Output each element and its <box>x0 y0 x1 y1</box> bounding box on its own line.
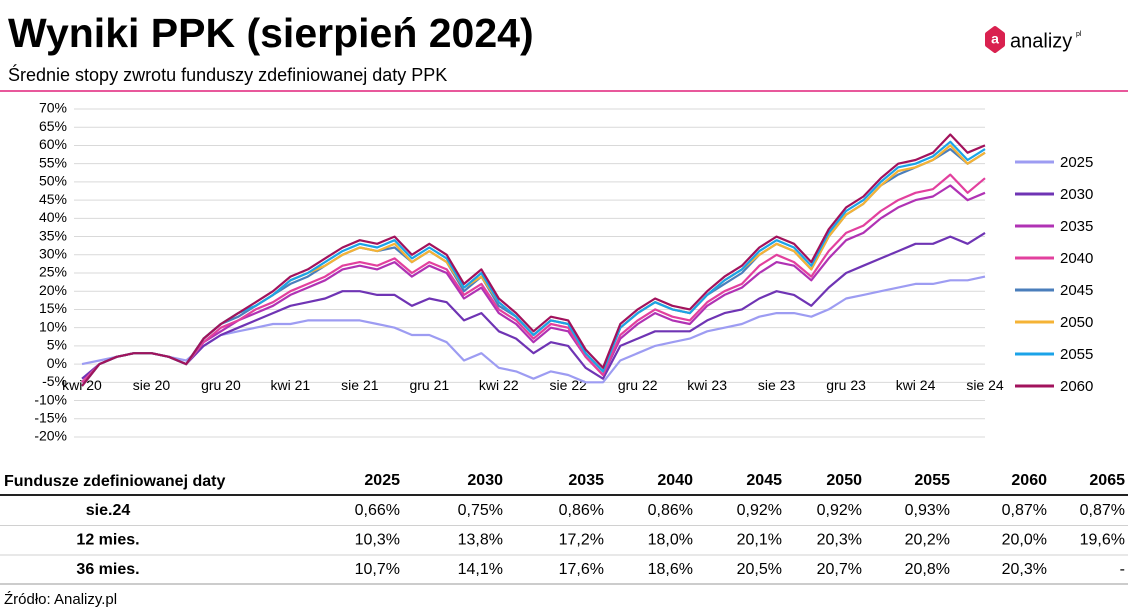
table-cell: 13,8% <box>458 532 503 549</box>
table-cell: 20,5% <box>737 561 782 578</box>
y-tick-label: 50% <box>39 173 67 189</box>
table-header: Fundusze zdefiniowanej daty <box>4 473 225 490</box>
x-tick-label: sie 21 <box>341 377 379 393</box>
table-cell: 20,1% <box>737 532 782 549</box>
legend-label: 2025 <box>1060 154 1093 171</box>
table-cell: 10,7% <box>355 561 400 578</box>
source: Źródło: Analizy.pl <box>4 591 117 608</box>
table-row-label: 36 mies. <box>76 561 139 578</box>
logo-icon <box>985 26 1005 53</box>
series-line <box>81 184 986 384</box>
x-tick-label: sie 23 <box>758 377 796 393</box>
logo-text: analizy <box>1010 30 1072 52</box>
x-tick-label: sie 20 <box>133 377 171 393</box>
y-tick-label: 65% <box>39 118 67 134</box>
series-line <box>81 173 986 384</box>
y-tick-label: 35% <box>39 227 67 243</box>
y-tick-label: 40% <box>39 209 67 225</box>
x-tick-label: gru 23 <box>826 377 866 393</box>
table-column-header: 2060 <box>1011 472 1047 489</box>
table-row-label: 12 mies. <box>76 532 139 549</box>
legend-label: 2050 <box>1060 314 1093 331</box>
table-column-header: 2065 <box>1089 472 1125 489</box>
x-tick-label: sie 24 <box>966 377 1004 393</box>
table-cell: 18,6% <box>648 561 693 578</box>
table-cell: 20,8% <box>905 561 950 578</box>
table-cell: 20,3% <box>817 532 862 549</box>
y-tick-label: 10% <box>39 318 67 334</box>
table-cell: 0,92% <box>737 502 782 519</box>
table-column-header: 2025 <box>364 472 400 489</box>
table-column-header: 2050 <box>826 472 862 489</box>
y-tick-label: 60% <box>39 136 67 152</box>
series-line <box>81 140 986 387</box>
table-column-header: 2040 <box>657 472 693 489</box>
table-cell: 18,0% <box>648 532 693 549</box>
table-cell: 0,92% <box>817 502 862 519</box>
series-line <box>81 133 986 387</box>
x-tick-label: kwi 21 <box>271 377 311 393</box>
y-tick-label: 5% <box>47 337 67 353</box>
logo-icon-letter: a <box>991 31 999 47</box>
y-tick-label: 55% <box>39 154 67 170</box>
y-tick-label: -5% <box>42 373 67 389</box>
table-cell: 20,7% <box>817 561 862 578</box>
table-cell: 0,87% <box>1080 502 1125 519</box>
table-cell: 17,2% <box>559 532 604 549</box>
series-line <box>81 231 986 380</box>
table-cell: 0,93% <box>905 502 950 519</box>
table-column-header: 2030 <box>467 472 503 489</box>
y-tick-label: 70% <box>39 100 67 116</box>
y-tick-label: -20% <box>34 428 67 444</box>
x-tick-label: kwi 23 <box>687 377 727 393</box>
legend-label: 2045 <box>1060 282 1093 299</box>
series-line <box>81 275 986 384</box>
table-column-header: 2045 <box>746 472 782 489</box>
table-cell: 19,6% <box>1080 532 1125 549</box>
legend-label: 2055 <box>1060 346 1093 363</box>
y-tick-label: 15% <box>39 300 67 316</box>
x-tick-label: gru 20 <box>201 377 241 393</box>
table-cell: - <box>1120 561 1125 578</box>
table-cell: 0,75% <box>458 502 503 519</box>
table-row-label: sie.24 <box>86 502 131 519</box>
table-column-header: 2035 <box>568 472 604 489</box>
table-cell: 0,86% <box>648 502 693 519</box>
logo-suffix: pl <box>1076 31 1082 38</box>
x-tick-label: kwi 24 <box>896 377 936 393</box>
table-cell: 14,1% <box>458 561 503 578</box>
legend-label: 2060 <box>1060 378 1093 395</box>
series-line <box>81 148 986 387</box>
table-cell: 20,0% <box>1002 532 1047 549</box>
y-tick-label: 20% <box>39 282 67 298</box>
legend-label: 2035 <box>1060 218 1093 235</box>
table-cell: 20,2% <box>905 532 950 549</box>
legend-label: 2040 <box>1060 250 1093 267</box>
table-cell: 0,87% <box>1002 502 1047 519</box>
table-cell: 10,3% <box>355 532 400 549</box>
x-tick-label: gru 22 <box>618 377 658 393</box>
chart-title: Wyniki PPK (sierpień 2024) <box>8 10 534 56</box>
y-tick-label: -10% <box>34 391 67 407</box>
table-column-header: 2055 <box>914 472 950 489</box>
legend-label: 2030 <box>1060 186 1093 203</box>
y-tick-label: 25% <box>39 264 67 280</box>
table-cell: 0,86% <box>559 502 604 519</box>
x-tick-label: kwi 22 <box>479 377 519 393</box>
chart-subtitle: Średnie stopy zwrotu funduszy zdefiniowa… <box>8 64 447 85</box>
y-tick-label: 0% <box>47 355 67 371</box>
y-tick-label: 45% <box>39 191 67 207</box>
table-cell: 20,3% <box>1002 561 1047 578</box>
x-tick-label: gru 21 <box>409 377 449 393</box>
table-cell: 17,6% <box>559 561 604 578</box>
y-tick-label: 30% <box>39 245 67 261</box>
y-tick-label: -15% <box>34 409 67 425</box>
x-tick-label: sie 22 <box>550 377 588 393</box>
table-cell: 0,66% <box>355 502 400 519</box>
